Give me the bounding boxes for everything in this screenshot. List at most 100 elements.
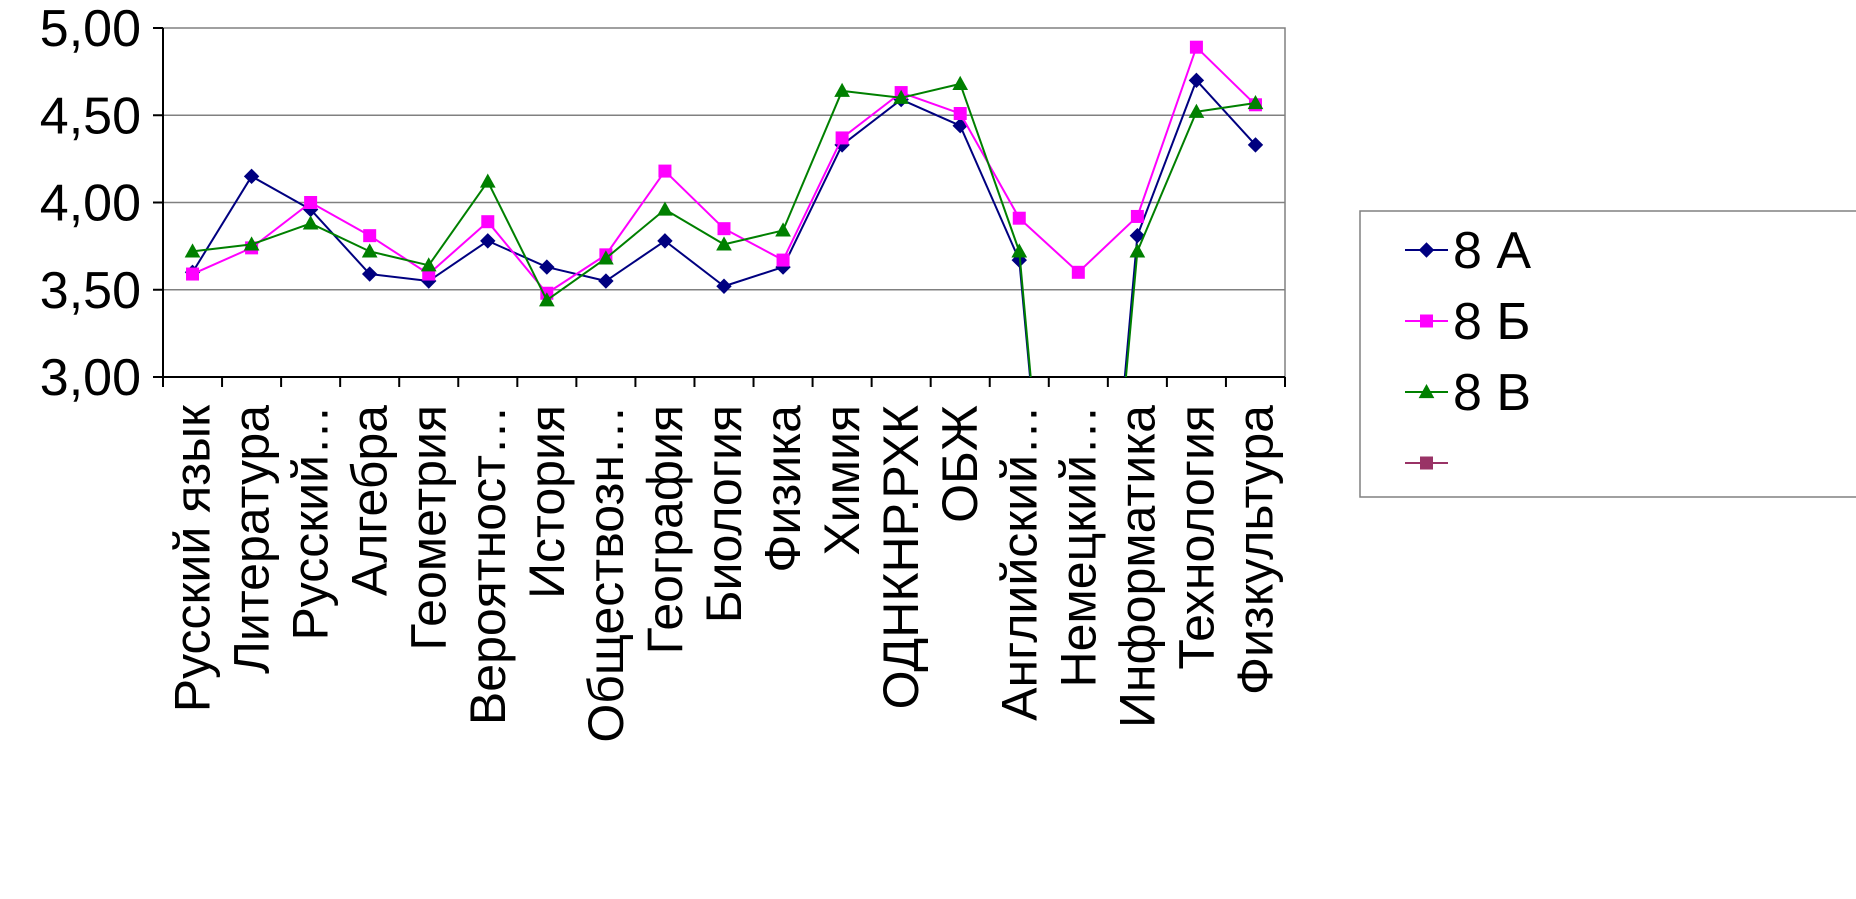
series-line-segment bbox=[782, 137, 844, 261]
data-point bbox=[893, 89, 910, 104]
series-line-segment bbox=[251, 175, 312, 211]
x-category-label: География bbox=[637, 405, 693, 654]
series-line-segment bbox=[664, 208, 725, 246]
series-line-segment bbox=[1123, 235, 1139, 377]
data-point bbox=[716, 236, 732, 251]
legend-swatch-marker bbox=[1418, 383, 1435, 399]
x-category-label: История bbox=[519, 405, 575, 599]
data-point bbox=[243, 168, 260, 185]
data-point bbox=[776, 253, 790, 267]
data-point bbox=[363, 229, 377, 243]
data-point bbox=[361, 266, 378, 282]
plot-area bbox=[162, 27, 1286, 378]
data-point bbox=[657, 233, 673, 249]
data-point bbox=[657, 201, 673, 216]
series-line-segment bbox=[369, 273, 429, 283]
series-line-segment bbox=[782, 144, 844, 268]
data-point bbox=[775, 222, 791, 237]
data-point bbox=[1011, 243, 1028, 258]
x-category-label: Биология bbox=[696, 405, 752, 623]
series-line-segment bbox=[1195, 46, 1257, 106]
data-point bbox=[658, 164, 672, 178]
data-point bbox=[361, 243, 378, 258]
x-category-label: Русский язык bbox=[165, 404, 221, 712]
data-point bbox=[302, 215, 319, 230]
series-line-segment bbox=[723, 229, 784, 246]
series-line-segment bbox=[427, 180, 489, 266]
series-line-segment bbox=[1018, 217, 1079, 274]
series-line-segment bbox=[309, 208, 371, 275]
series-line-segment bbox=[605, 170, 666, 256]
series-line-segment bbox=[546, 257, 607, 302]
data-point bbox=[1189, 40, 1203, 54]
data-point bbox=[834, 82, 850, 97]
series-line-segment bbox=[664, 170, 725, 230]
x-category-label: Химия bbox=[814, 405, 870, 556]
data-point bbox=[304, 196, 318, 209]
series-line-segment bbox=[1136, 46, 1198, 217]
data-point bbox=[1129, 227, 1146, 244]
data-point bbox=[598, 250, 614, 265]
series-line-segment bbox=[841, 91, 902, 139]
legend-swatch-marker bbox=[1420, 456, 1433, 470]
series-line-segment bbox=[486, 181, 548, 301]
data-point bbox=[481, 215, 495, 229]
data-point bbox=[1130, 209, 1144, 223]
x-category-label: Вероятност… bbox=[460, 405, 516, 725]
x-category-label: Литература bbox=[224, 405, 280, 674]
data-point bbox=[539, 259, 555, 275]
series-line-segment bbox=[546, 254, 607, 295]
x-category-label: Геометрия bbox=[401, 405, 457, 651]
legend-label: 8 Б bbox=[1453, 293, 1531, 351]
x-category-label: Русский… bbox=[283, 405, 339, 641]
series-line-segment bbox=[1136, 79, 1198, 237]
x-category-label: Немецкий… bbox=[1050, 405, 1106, 687]
series-line-segment bbox=[900, 98, 961, 127]
series-line-segment bbox=[1077, 215, 1139, 274]
x-category-label: Физика bbox=[755, 405, 811, 573]
series-line-segment bbox=[310, 201, 371, 237]
series-line-segment bbox=[605, 240, 666, 282]
x-category-label: ОБЖ bbox=[932, 405, 988, 523]
data-point bbox=[1071, 265, 1085, 279]
series-line-segment bbox=[959, 125, 1021, 261]
legend-swatch-marker bbox=[1418, 242, 1435, 258]
data-point bbox=[1247, 95, 1264, 110]
legend: 8 А 8 Б 8 В bbox=[1359, 210, 1856, 498]
data-point bbox=[1012, 211, 1026, 225]
legend-label: 8 В bbox=[1453, 364, 1531, 422]
data-point bbox=[598, 273, 614, 289]
data-point bbox=[835, 131, 849, 145]
data-point bbox=[1188, 103, 1205, 118]
y-tick-label: 3,00 bbox=[40, 349, 141, 407]
data-point bbox=[1247, 137, 1264, 153]
data-point bbox=[186, 267, 200, 281]
data-point bbox=[420, 257, 437, 272]
data-point bbox=[1129, 243, 1146, 258]
x-category-label: Обществозн… bbox=[578, 405, 634, 743]
series-line-segment bbox=[1124, 251, 1139, 377]
data-point bbox=[538, 292, 555, 307]
x-category-label: Английский… bbox=[991, 405, 1047, 721]
x-category-label: Алгебра bbox=[342, 405, 398, 596]
series-line-segment bbox=[1136, 111, 1198, 252]
legend-swatch-marker bbox=[1420, 314, 1433, 328]
y-tick-label: 3,50 bbox=[40, 262, 141, 320]
series-line-segment bbox=[841, 98, 902, 146]
legend-box bbox=[1359, 210, 1856, 498]
series-line-segment bbox=[959, 83, 1021, 252]
data-point bbox=[953, 107, 967, 121]
series-line-segment bbox=[1196, 102, 1256, 113]
series-line-segment bbox=[369, 234, 430, 275]
x-category-label: ОДНКНР.РХК bbox=[873, 405, 929, 709]
x-category-label: Информатика bbox=[1109, 405, 1165, 728]
series-line-segment bbox=[723, 227, 784, 261]
data-point bbox=[716, 278, 732, 294]
y-tick-label: 4,50 bbox=[40, 87, 141, 145]
series-line-segment bbox=[1018, 251, 1032, 377]
data-point bbox=[479, 173, 496, 188]
data-point bbox=[717, 222, 731, 236]
series-line-segment bbox=[428, 220, 489, 275]
x-category-label: Физкультура bbox=[1227, 405, 1283, 695]
